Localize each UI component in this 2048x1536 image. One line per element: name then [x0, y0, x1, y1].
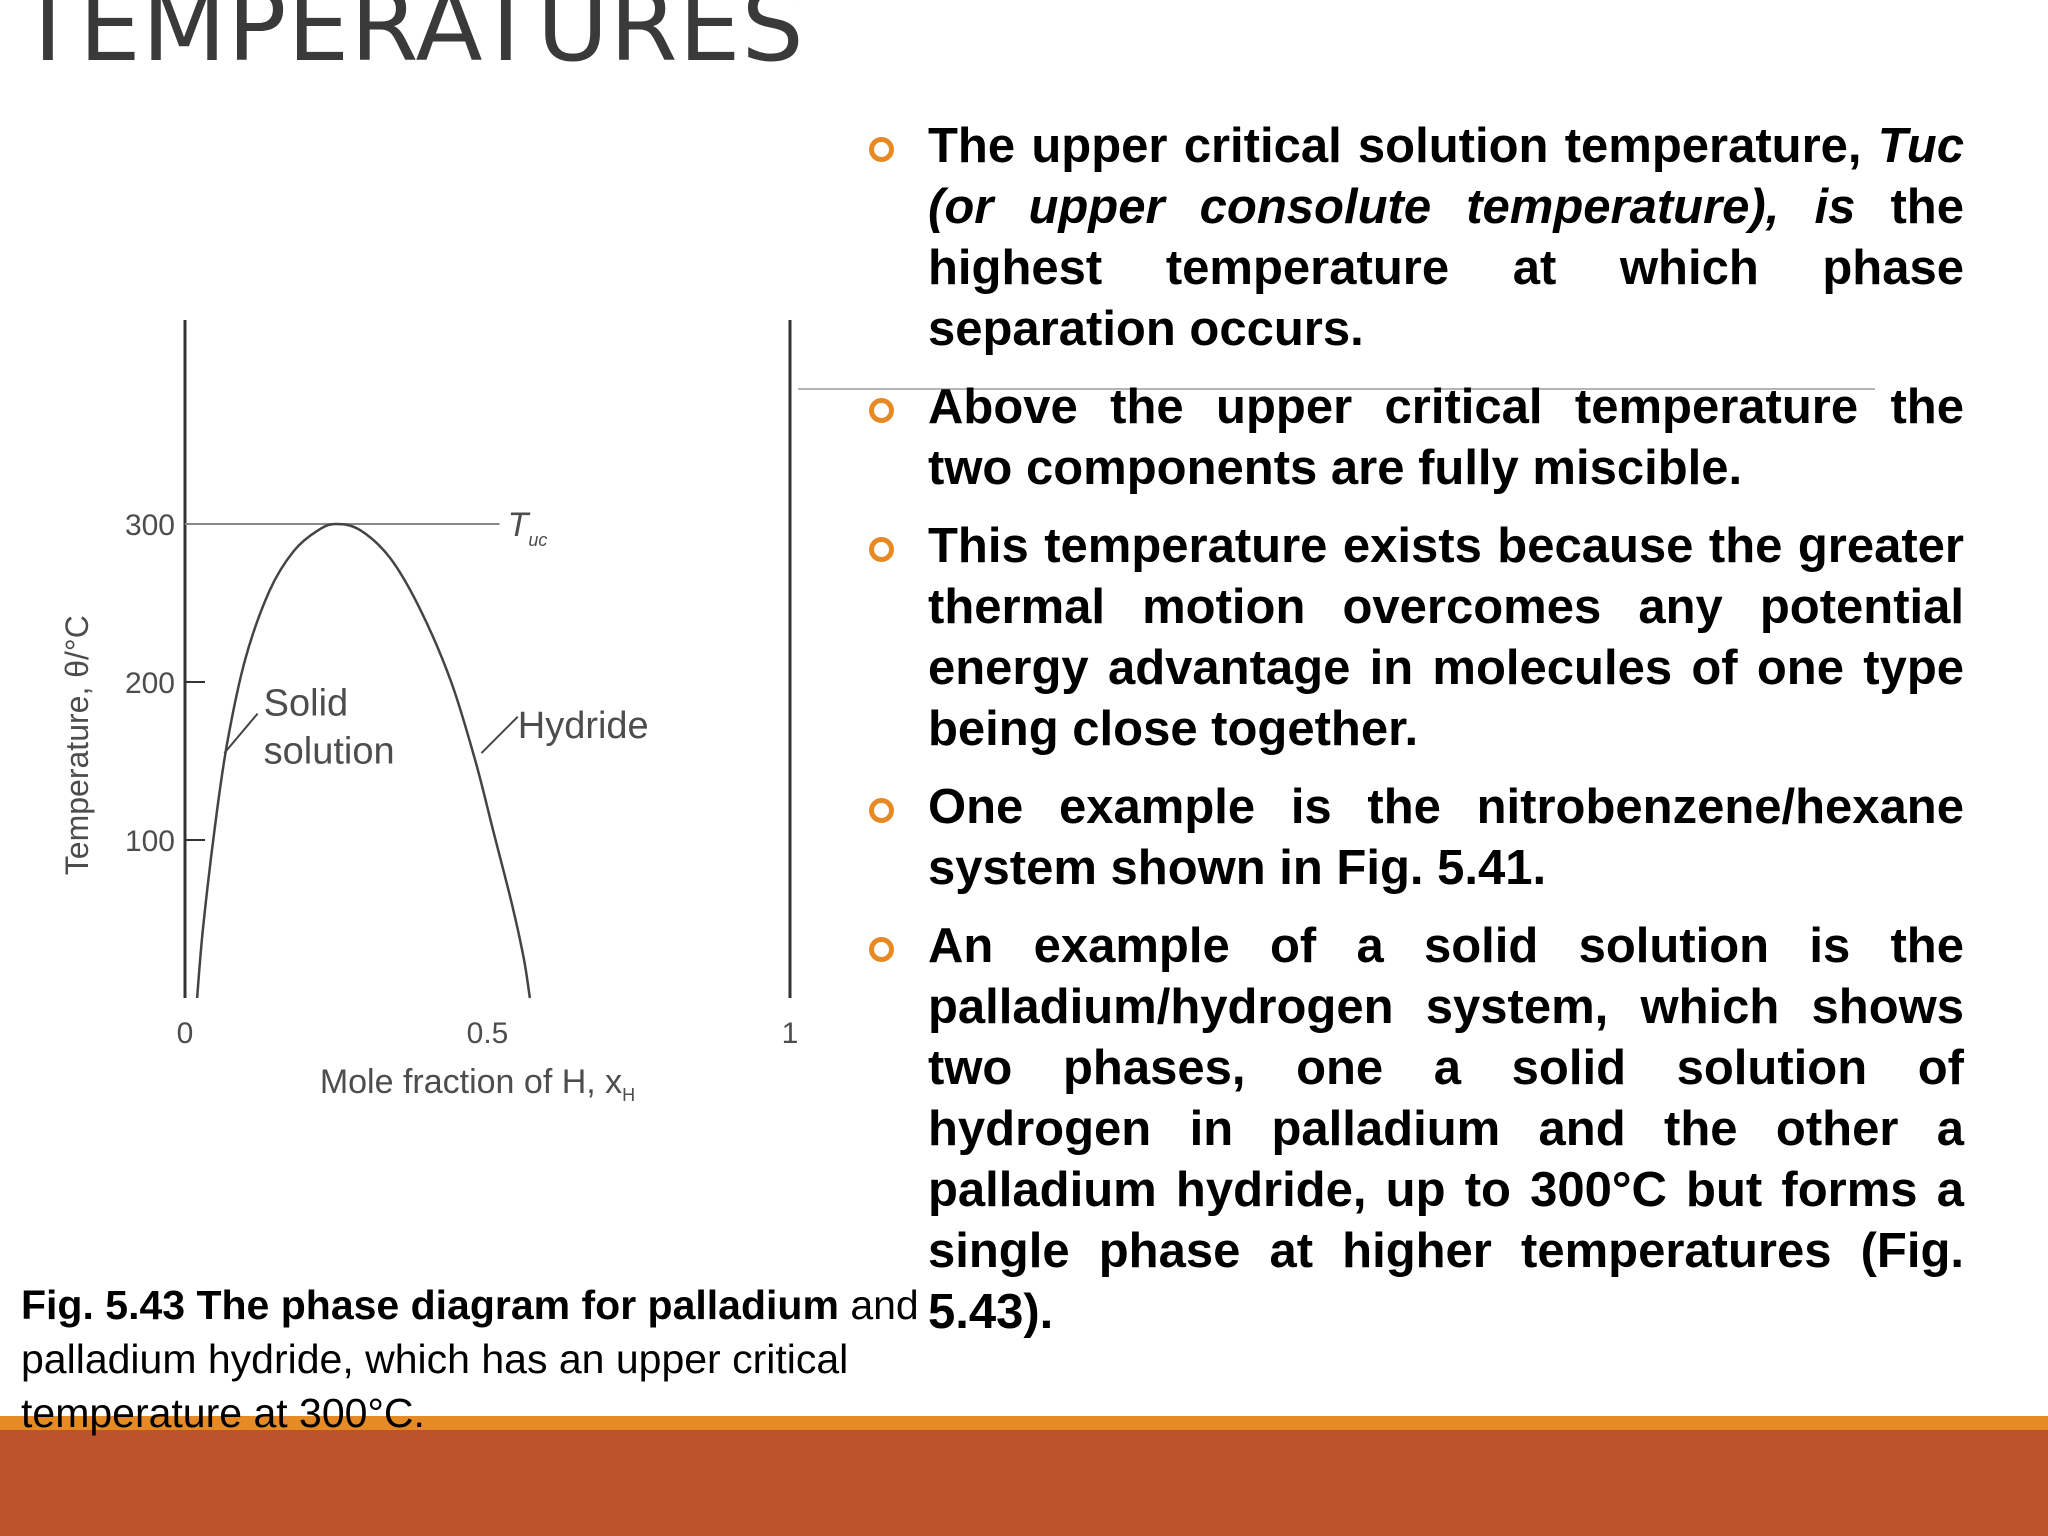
bullet-item: An example of a solid solution is the pa…	[862, 916, 1964, 1343]
phase-boundary-curve	[195, 522, 532, 999]
x-axis-label-main: Mole fraction of H, x	[320, 1063, 622, 1101]
y-tick-label: 300	[125, 509, 175, 542]
bullet-item: One example is the nitrobenzene/hexane s…	[862, 777, 1964, 899]
solid-solution-label: solution	[264, 731, 395, 773]
x-tick-label: 1	[782, 1017, 799, 1050]
phase-diagram-chart: 100 200 300 0 0.5 1 Tuc Solid solution Hydride Mol…	[59, 320, 799, 1105]
figure-caption-rest: and palladium hydride, which has an uppe…	[21, 1282, 919, 1436]
bullet-text-segment: Tuc (or upper consolute temperature),	[928, 119, 1964, 234]
y-tick-label: 200	[125, 667, 175, 700]
bullet-circle-icon	[869, 398, 894, 423]
footer-band	[0, 1430, 2048, 1536]
tuc-label-main: T	[508, 506, 531, 544]
bullet-text-segment: An example of a solid solution is the pa…	[928, 919, 1964, 1339]
bullet-circle-icon	[869, 537, 894, 562]
bullet-text-segment: The upper critical solution temperature,	[928, 119, 1878, 173]
bullet-text: An example of a solid solution is the pa…	[928, 919, 1964, 1339]
hydride-label: Hydride	[518, 705, 649, 747]
slide-title: TEMPERATURES	[18, 0, 805, 84]
bullet-list: The upper critical solution temperature,…	[862, 116, 1964, 1360]
x-tick-label: 0.5	[467, 1017, 509, 1050]
bullet-text-segment: One example is the nitrobenzene/hexane s…	[928, 780, 1964, 895]
horizontal-rule	[798, 388, 1875, 390]
bullet-text: One example is the nitrobenzene/hexane s…	[928, 780, 1964, 895]
bullet-text: Above the upper critical temperature the…	[928, 380, 1964, 495]
bullet-text-segment: is	[1814, 180, 1856, 234]
solid-solution-leader	[223, 712, 259, 754]
y-tick-label: 100	[125, 825, 175, 858]
bullet-item: This temperature exists because the grea…	[862, 516, 1964, 760]
solid-solution-label: Solid	[264, 683, 349, 725]
bullet-text-segment: This temperature exists because the grea…	[928, 519, 1964, 756]
y-axis-label: Temperature, θ/°C	[59, 615, 95, 875]
x-tick-label: 0	[177, 1017, 194, 1050]
bullet-text-segment	[1779, 180, 1814, 234]
bullet-circle-icon	[869, 937, 894, 962]
bullet-circle-icon	[869, 137, 894, 162]
hydride-leader	[480, 716, 519, 754]
bullet-text: The upper critical solution temperature,…	[928, 119, 1964, 356]
bullet-text-segment: the highest temperature at which phase s…	[928, 180, 1964, 356]
bullet-item: The upper critical solution temperature,…	[862, 116, 1964, 360]
tuc-label: Tuc	[508, 506, 548, 550]
bullet-text-segment: Above the upper critical temperature the…	[928, 380, 1964, 495]
x-axis-label: Mole fraction of H, xH	[320, 1063, 635, 1105]
bullet-item: Above the upper critical temperature the…	[862, 377, 1964, 499]
x-axis-label-subscript: H	[622, 1085, 635, 1105]
figure-caption: Fig. 5.43 The phase diagram for palladiu…	[21, 1278, 941, 1440]
bullet-text: This temperature exists because the grea…	[928, 519, 1964, 756]
footer-accent-stripe	[0, 1416, 2048, 1430]
bullet-circle-icon	[869, 798, 894, 823]
figure-caption-bold: Fig. 5.43 The phase diagram for palladiu…	[21, 1282, 839, 1328]
tuc-label-subscript: uc	[528, 530, 547, 550]
